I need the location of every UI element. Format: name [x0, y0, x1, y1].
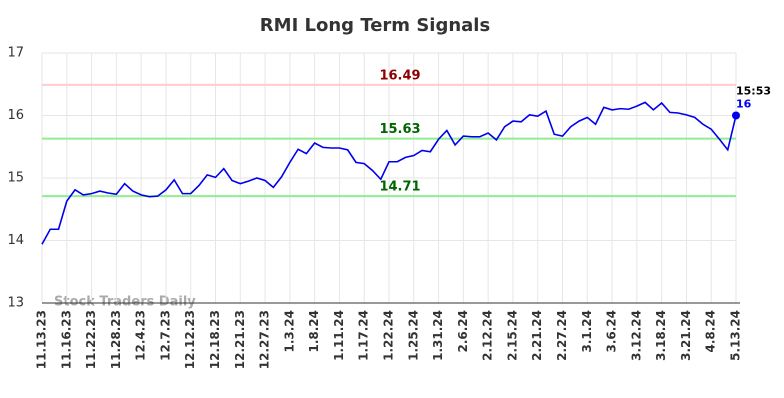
x-tick-label: 3.1.24	[580, 310, 594, 353]
x-tick-label: 2.15.24	[505, 310, 519, 361]
y-tick-label: 13	[7, 296, 24, 311]
chart-title: RMI Long Term Signals	[260, 15, 490, 36]
x-tick-label: 1.25.24	[406, 310, 420, 361]
last-value: 16	[736, 98, 752, 111]
x-tick-label: 1.17.24	[357, 310, 371, 361]
x-tick-label: 3.21.24	[679, 310, 693, 361]
x-tick-label: 12.12.23	[183, 310, 197, 369]
x-tick-label: 2.12.24	[481, 310, 495, 361]
y-tick-label: 15	[7, 171, 24, 186]
x-tick-label: 3.6.24	[605, 310, 619, 353]
signal-label: 14.71	[379, 180, 420, 195]
x-tick-label: 1.22.24	[382, 310, 396, 361]
x-tick-label: 1.11.24	[332, 310, 346, 361]
price-line	[41, 101, 737, 245]
x-tick-label: 11.22.23	[84, 310, 98, 369]
x-tick-label: 2.6.24	[456, 310, 470, 353]
x-tick-label: 1.31.24	[431, 310, 445, 361]
x-tick-label: 12.7.23	[158, 310, 172, 361]
x-tick-label: 11.28.23	[109, 310, 123, 369]
signal-label: 15.63	[379, 122, 420, 137]
x-tick-label: 12.27.23	[258, 310, 272, 369]
y-tick-label: 16	[7, 108, 24, 123]
x-tick-label: 12.18.23	[208, 310, 222, 369]
x-tick-label: 5.13.24	[729, 310, 743, 361]
x-tick-label: 12.4.23	[134, 310, 148, 361]
x-tick-label: 1.8.24	[307, 310, 321, 353]
watermark: Stock Traders Daily	[54, 295, 196, 310]
y-tick-label: 14	[7, 233, 24, 248]
x-tick-label: 3.18.24	[654, 310, 668, 361]
x-tick-label: 4.8.24	[704, 310, 718, 353]
y-tick-label: 17	[7, 46, 24, 61]
last-point	[732, 111, 740, 120]
x-tick-label: 2.27.24	[555, 310, 569, 361]
last-time: 15:53	[736, 85, 771, 98]
x-tick-label: 11.16.23	[59, 310, 73, 369]
x-tick-label: 11.13.23	[35, 310, 49, 369]
x-tick-label: 12.21.23	[233, 310, 247, 369]
x-tick-label: 3.12.24	[629, 310, 643, 361]
signal-label: 16.49	[379, 68, 420, 83]
x-tick-label: 1.3.24	[282, 310, 296, 353]
x-tick-label: 2.21.24	[530, 310, 544, 361]
